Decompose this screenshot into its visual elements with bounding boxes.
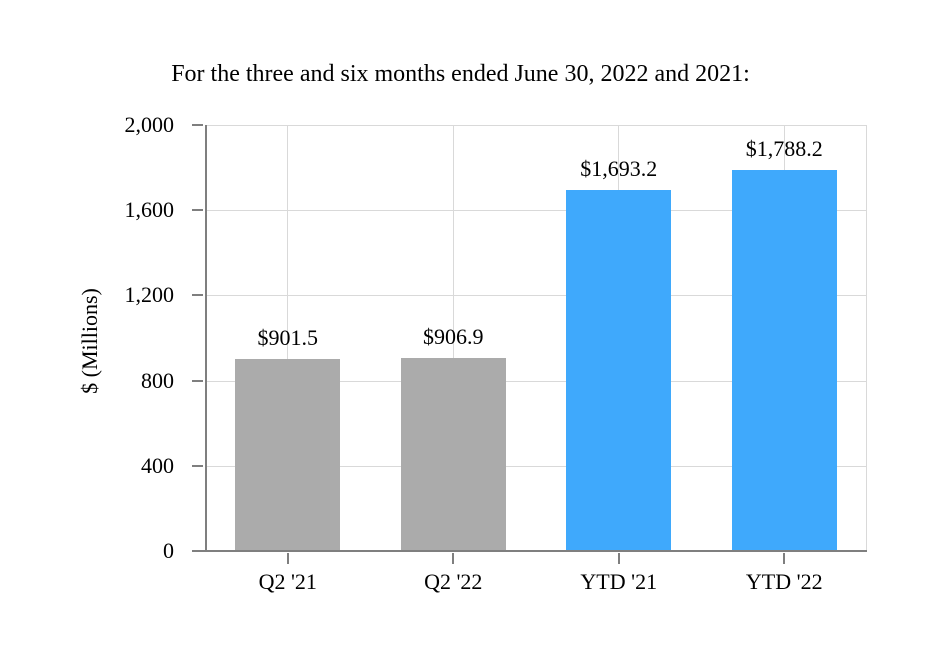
x-tick-label: Q2 '22 [424, 569, 483, 594]
y-tick-label: 400 [141, 452, 174, 478]
x-tick-label: YTD '21 [580, 569, 658, 594]
gridline-horizontal [205, 125, 867, 126]
y-tick-label: 0 [163, 538, 174, 563]
gridline-vertical [287, 125, 289, 551]
x-axis-line [197, 550, 867, 552]
x-axis-tick [286, 553, 289, 564]
x-tick-label: Q2 '21 [258, 569, 317, 594]
bar-q2-21 [235, 358, 341, 551]
gridline-horizontal [205, 465, 867, 467]
plot-area: 0 400 800 1,200 1,600 2,000 $901.5 Q2 '21 $906.9… [125, 112, 867, 594]
gridline-vertical [866, 125, 867, 551]
bar-q2-22 [400, 357, 506, 551]
bar-ytd-21 [566, 190, 672, 551]
y-axis-line [205, 125, 207, 551]
bar-value-label: $1,693.2 [580, 156, 658, 182]
chart-title: For the three and six months ended June … [171, 61, 750, 87]
gridline-horizontal [205, 210, 867, 212]
gridline-horizontal [205, 380, 867, 382]
y-tick-label: 2,000 [124, 112, 175, 137]
x-axis-tick [617, 553, 620, 564]
y-tick-label: 800 [141, 367, 174, 393]
gridline-vertical [452, 125, 454, 551]
bar-ytd-22 [731, 170, 837, 551]
bar-value-label: $901.5 [257, 324, 319, 350]
bar-value-label: $1,788.2 [745, 136, 823, 162]
x-tick-label: YTD '22 [745, 569, 823, 594]
x-axis-tick [783, 553, 786, 564]
y-axis-tick [192, 379, 203, 382]
y-tick-label: 1,600 [124, 197, 175, 223]
y-axis-tick [192, 124, 203, 126]
y-axis-tick [192, 464, 203, 467]
bar-value-label: $906.9 [423, 323, 484, 349]
y-axis-tick [192, 209, 203, 212]
x-axis-tick [452, 553, 455, 564]
y-axis-tick [192, 294, 203, 297]
gridline-horizontal [205, 295, 867, 297]
y-tick-label: 1,200 [124, 282, 175, 308]
